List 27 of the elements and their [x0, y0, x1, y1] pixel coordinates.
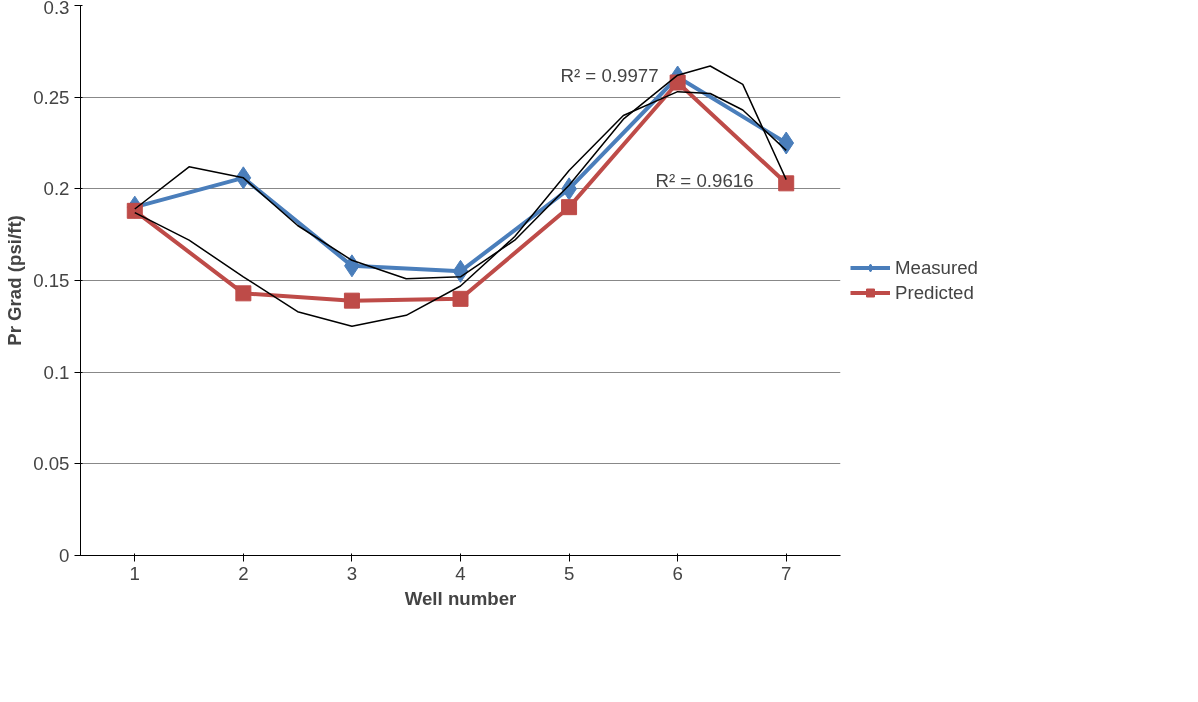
- y-tick-label: 0.1: [43, 361, 70, 383]
- x-tick-label: 1: [129, 562, 140, 584]
- x-tick-label: 4: [455, 562, 466, 584]
- point: [561, 199, 578, 216]
- y-tick-label: 0.2: [43, 178, 70, 200]
- point: [452, 290, 469, 307]
- y-tick-label: 0: [59, 545, 70, 566]
- legend-label: Predicted: [895, 281, 974, 304]
- y-tick-label: 0.05: [33, 453, 70, 475]
- point: [669, 74, 686, 91]
- x-tick-label: 2: [238, 562, 249, 584]
- point: [778, 175, 795, 192]
- annotation: R² = 0.9616: [655, 169, 754, 191]
- x-tick-label: 3: [346, 562, 358, 584]
- y-tick-label: 0.25: [33, 86, 70, 108]
- legend-label: Measured: [895, 256, 978, 279]
- annotation: R² = 0.9977: [560, 64, 659, 86]
- x-tick-label: 6: [672, 562, 683, 584]
- x-tick-label: 5: [563, 562, 575, 584]
- y-axis-title: Pr Grad (psi/ft): [4, 215, 26, 346]
- point: [343, 292, 360, 309]
- x-tick-label: 7: [781, 562, 792, 584]
- y-tick-label: 0.3: [43, 0, 70, 18]
- x-axis-title: Well number: [404, 587, 517, 609]
- point: [235, 285, 252, 302]
- point: [778, 131, 795, 155]
- y-tick-label: 0.15: [33, 270, 70, 291]
